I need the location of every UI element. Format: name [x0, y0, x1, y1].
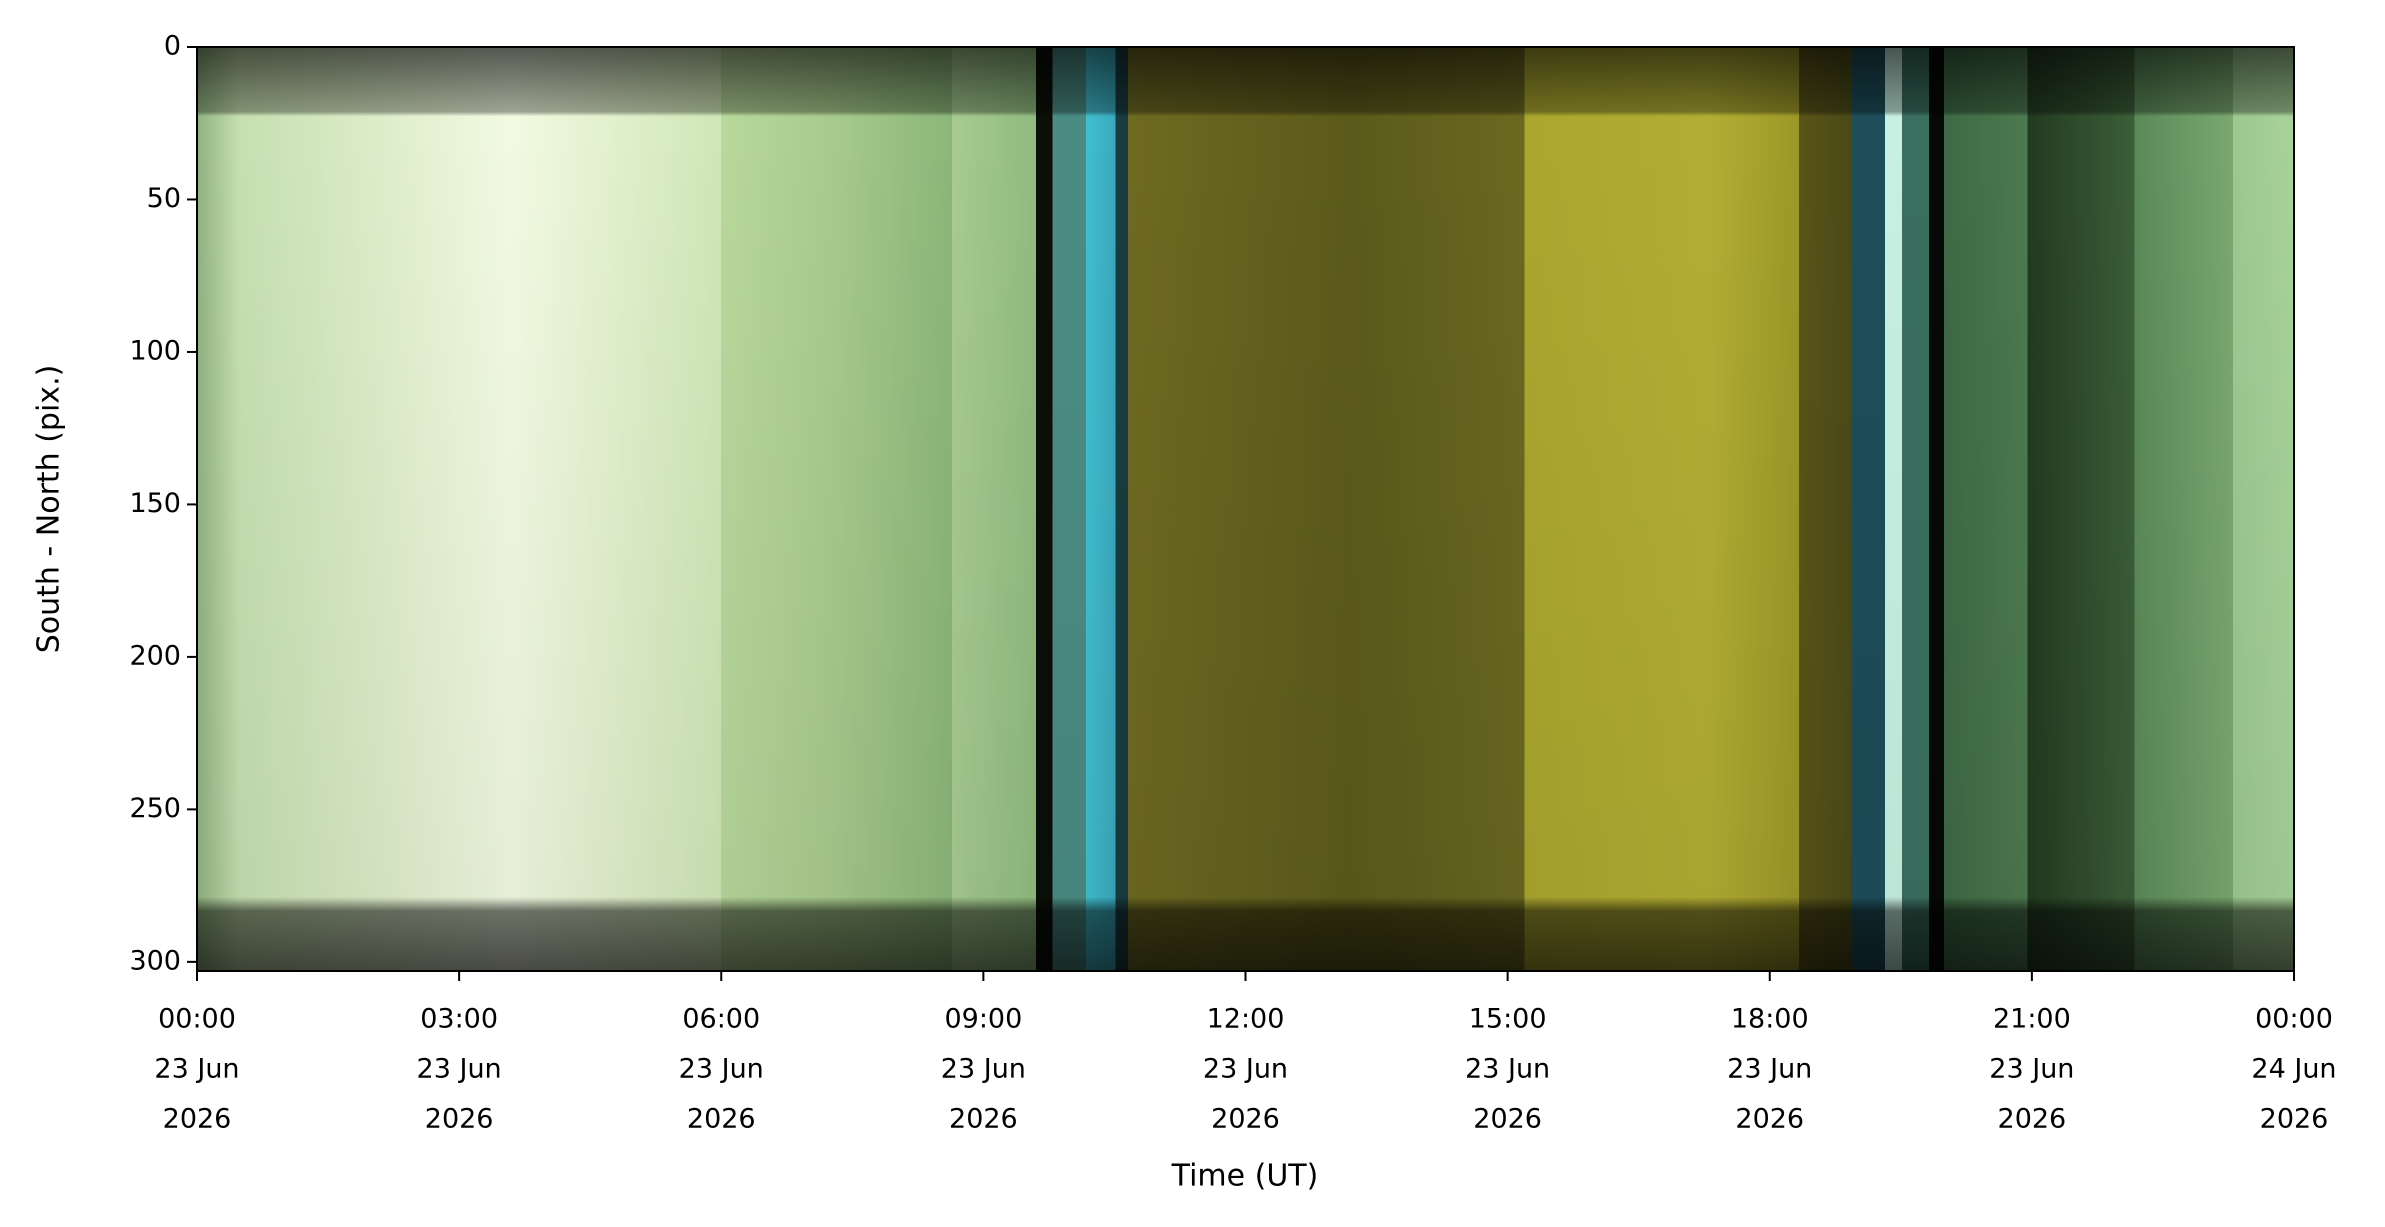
x-tick-label: 2026 [1998, 1104, 2067, 1135]
x-tick-label: 18:00 [1731, 1004, 1809, 1035]
y-tick-label: 250 [129, 793, 181, 824]
y-axis-label: South - North (pix.) [32, 365, 67, 654]
x-tick-label: 23 Jun [1203, 1054, 1288, 1085]
x-tick-label: 2026 [425, 1104, 494, 1135]
y-tick-label: 200 [129, 640, 181, 671]
y-tick-label: 100 [129, 335, 181, 366]
x-tick-label: 23 Jun [1989, 1054, 2074, 1085]
x-tick-label: 21:00 [1993, 1004, 2071, 1035]
x-tick-label: 24 Jun [2251, 1054, 2336, 1085]
x-tick-label: 00:00 [158, 1004, 236, 1035]
x-axis-label: Time (UT) [1171, 1159, 1319, 1194]
x-tick-label: 23 Jun [154, 1054, 239, 1085]
y-tick-label: 50 [147, 183, 181, 214]
keogram-shade [197, 47, 2294, 971]
y-tick-label: 0 [164, 31, 181, 62]
x-tick-label: 2026 [2260, 1104, 2329, 1135]
x-tick-label: 00:00 [2255, 1004, 2333, 1035]
y-tick-label: 300 [129, 945, 181, 976]
x-tick-label: 2026 [1473, 1104, 1542, 1135]
x-tick-label: 09:00 [944, 1004, 1022, 1035]
y-tick-label: 150 [129, 488, 181, 519]
x-tick-label: 23 Jun [1727, 1054, 1812, 1085]
x-tick-label: 2026 [1211, 1104, 1280, 1135]
x-tick-label: 23 Jun [417, 1054, 502, 1085]
x-tick-label: 2026 [163, 1104, 232, 1135]
x-tick-label: 23 Jun [1465, 1054, 1550, 1085]
x-tick-label: 2026 [1735, 1104, 1804, 1135]
x-tick-label: 06:00 [682, 1004, 760, 1035]
x-tick-label: 15:00 [1469, 1004, 1547, 1035]
x-tick-label: 23 Jun [941, 1054, 1026, 1085]
x-tick-label: 03:00 [420, 1004, 498, 1035]
x-tick-label: 12:00 [1207, 1004, 1285, 1035]
x-tick-label: 23 Jun [679, 1054, 764, 1085]
x-tick-label: 2026 [687, 1104, 756, 1135]
x-tick-label: 2026 [949, 1104, 1018, 1135]
